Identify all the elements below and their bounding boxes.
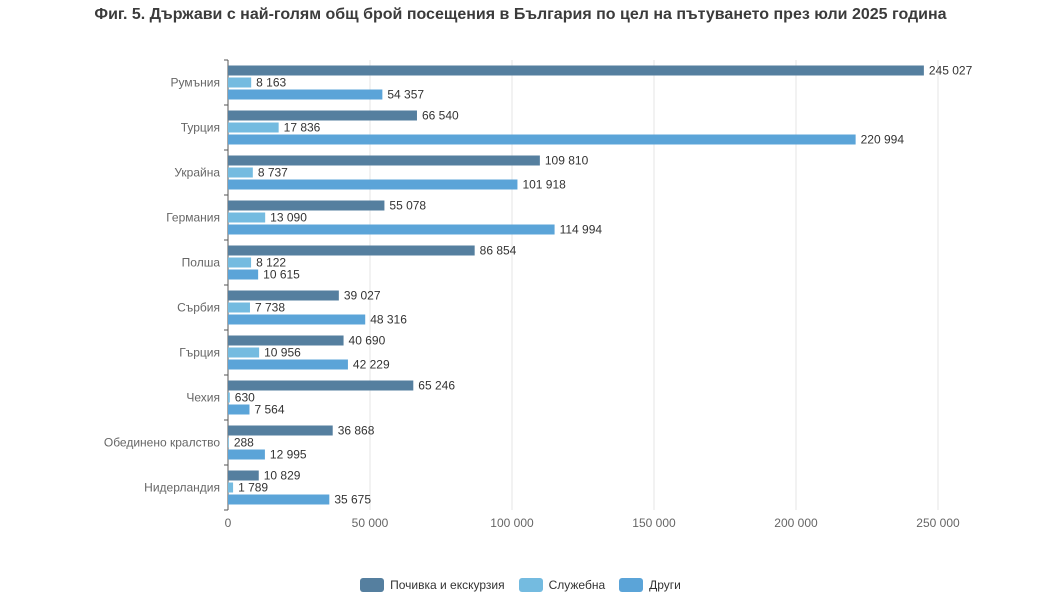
bar (228, 437, 229, 448)
bar (228, 224, 555, 235)
data-label: 220 994 (861, 133, 905, 147)
x-tick-label: 250 000 (916, 516, 960, 530)
bar (228, 122, 279, 133)
bar (228, 167, 253, 178)
chart-title: Фиг. 5. Държави с най-голям общ брой пос… (94, 6, 947, 23)
data-label: 13 090 (270, 211, 307, 225)
bar (228, 494, 330, 505)
bar (228, 110, 417, 121)
legend-swatch (619, 578, 644, 592)
data-label: 114 994 (560, 223, 603, 237)
data-label: 630 (235, 391, 255, 405)
bar (228, 314, 366, 325)
x-tick-label: 0 (225, 516, 232, 530)
data-label: 8 737 (258, 166, 288, 180)
bar (228, 482, 234, 493)
data-label: 42 229 (353, 358, 390, 372)
category-label: Обединено кралство (104, 436, 220, 450)
data-label: 39 027 (344, 289, 381, 303)
data-label: 245 027 (929, 64, 973, 78)
bar (228, 269, 259, 280)
bar (228, 359, 348, 370)
data-label: 10 615 (263, 268, 300, 282)
data-label: 8 163 (256, 76, 286, 90)
bar (228, 404, 250, 415)
bar (228, 257, 252, 268)
legend-item[interactable]: Други (619, 578, 681, 592)
data-label: 65 246 (418, 379, 455, 393)
x-tick-label: 200 000 (774, 516, 818, 530)
category-label: Сърбия (177, 301, 220, 315)
bar (228, 134, 856, 145)
data-label: 109 810 (545, 154, 589, 168)
x-tick-label: 50 000 (352, 516, 389, 530)
bar (228, 302, 250, 313)
category-label: Румъния (171, 76, 220, 90)
bar (228, 155, 540, 166)
legend-swatch (518, 578, 543, 592)
legend-swatch (360, 578, 385, 592)
bar (228, 77, 252, 88)
data-label: 48 316 (370, 313, 407, 327)
legend-label: Почивка и екскурзия (390, 578, 505, 592)
bar (228, 212, 266, 223)
category-label: Нидерландия (144, 481, 220, 495)
data-label: 7 564 (254, 403, 284, 417)
bar (228, 245, 475, 256)
data-label: 17 836 (284, 121, 321, 135)
category-label: Чехия (186, 391, 220, 405)
bar (228, 449, 265, 460)
data-label: 288 (234, 436, 254, 450)
bar (228, 380, 414, 391)
bar (228, 425, 333, 436)
category-label: Германия (166, 211, 220, 225)
category-label: Полша (182, 256, 221, 270)
legend-item[interactable]: Служебна (518, 578, 606, 592)
data-label: 10 956 (264, 346, 301, 360)
x-tick-label: 100 000 (490, 516, 534, 530)
category-label: Украйна (174, 166, 220, 180)
data-label: 66 540 (422, 109, 459, 123)
bar (228, 65, 924, 76)
bar (228, 392, 230, 403)
x-tick-label: 150 000 (632, 516, 676, 530)
data-label: 10 829 (264, 469, 301, 483)
bar (228, 470, 259, 481)
category-label: Турция (181, 121, 220, 135)
chart-legend: Почивка и екскурзия Служебна Други (0, 578, 1041, 592)
bar (228, 347, 260, 358)
legend-label: Други (649, 578, 681, 592)
data-label: 101 918 (522, 178, 566, 192)
data-label: 54 357 (387, 88, 424, 102)
data-label: 12 995 (270, 448, 307, 462)
bar (228, 290, 339, 301)
data-label: 8 122 (256, 256, 286, 270)
bar (228, 335, 344, 346)
bar (228, 89, 383, 100)
legend-item[interactable]: Почивка и екскурзия (360, 578, 505, 592)
data-label: 35 675 (334, 493, 371, 507)
category-label: Гърция (179, 346, 220, 360)
data-label: 86 854 (480, 244, 517, 258)
data-label: 1 789 (238, 481, 268, 495)
bar (228, 200, 385, 211)
data-label: 7 738 (255, 301, 285, 315)
data-label: 55 078 (389, 199, 426, 213)
bar (228, 179, 518, 190)
data-label: 40 690 (349, 334, 386, 348)
data-label: 36 868 (338, 424, 375, 438)
legend-label: Служебна (548, 578, 606, 592)
